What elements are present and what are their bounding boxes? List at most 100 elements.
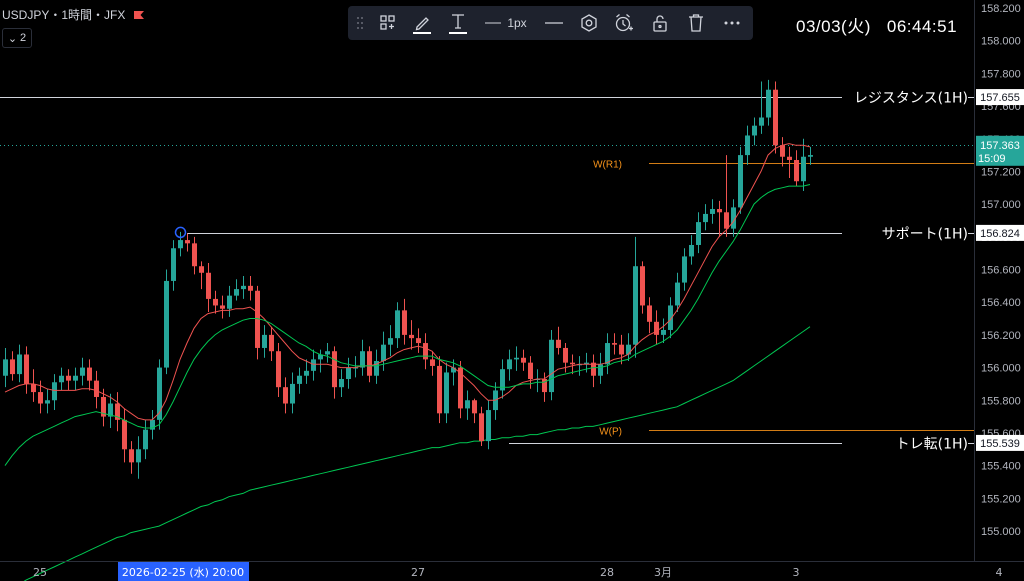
candle-body	[402, 310, 407, 335]
settings-icon[interactable]	[572, 6, 606, 40]
crosshair-time-box	[118, 562, 249, 581]
more-icon[interactable]	[714, 6, 750, 40]
candle-body	[353, 367, 358, 369]
level-price-box	[976, 89, 1024, 106]
anchor-marker	[174, 226, 187, 239]
candle-body	[416, 338, 421, 344]
clock: 03/03(火) 06:44:51	[796, 12, 957, 37]
candle-body	[269, 334, 274, 352]
line-width-control[interactable]: 1px	[476, 6, 536, 40]
candle-body	[759, 117, 764, 126]
candle-body	[73, 375, 78, 381]
time-tick-label: 27	[411, 566, 425, 579]
drag-handle-icon[interactable]	[348, 6, 372, 40]
lock-icon[interactable]	[642, 6, 678, 40]
countdown-label: 15:09	[978, 153, 1006, 165]
candle-body	[122, 419, 127, 450]
candle-body	[619, 344, 624, 355]
price-tick-label: 156.600	[981, 265, 1021, 277]
candle-body	[465, 400, 470, 409]
candle-body	[437, 365, 442, 414]
candle-body	[115, 403, 120, 420]
price-tick-label: 156.400	[981, 297, 1021, 309]
trash-icon[interactable]	[678, 6, 714, 40]
candle-body	[290, 383, 295, 404]
line-width-label: 1px	[507, 16, 527, 30]
text-icon[interactable]	[440, 6, 476, 40]
candle-body	[332, 351, 337, 388]
candle-body	[297, 375, 302, 384]
candle-body	[108, 403, 113, 417]
alert-icon[interactable]	[606, 6, 642, 40]
candle-body	[633, 266, 638, 345]
line-width-icon	[485, 22, 502, 24]
candle-body	[661, 329, 666, 335]
candle-body	[45, 400, 50, 404]
candle-body	[276, 351, 281, 388]
candle-body	[598, 364, 603, 376]
candle-body	[94, 380, 99, 397]
level-price-box	[976, 434, 1024, 451]
ma-mid-line	[4, 184, 811, 466]
candle-body	[59, 375, 64, 383]
candle-body	[724, 212, 729, 229]
candle-body	[605, 343, 610, 365]
candle-body	[87, 367, 92, 381]
candle-body	[262, 334, 267, 348]
price-tick-label: 155.400	[981, 461, 1021, 473]
candle-body	[129, 449, 134, 463]
price-tick-label: 158.200	[981, 3, 1021, 15]
candle-body	[38, 392, 43, 404]
candle-body	[395, 310, 400, 339]
candle-body	[10, 359, 15, 375]
candle-body	[52, 382, 57, 401]
candle-body	[178, 240, 183, 249]
candle-body	[409, 334, 414, 339]
symbol-legend[interactable]: USDJPY・1時間・JFX	[2, 6, 145, 23]
time-tick-label: 3月	[654, 566, 672, 579]
candle-body	[3, 359, 8, 376]
candle-body	[304, 370, 309, 376]
candle-body	[367, 351, 372, 376]
candle-body	[647, 305, 652, 322]
level-label: レジスタンス(1H)	[854, 91, 968, 107]
clock-time: 06:44:51	[886, 17, 958, 36]
add-tool-icon[interactable]	[372, 6, 404, 40]
crosshair-time-label: 2026-02-25 (水) 20:00	[122, 566, 244, 579]
candle-body	[584, 362, 589, 365]
candle-body	[346, 367, 351, 380]
line-style-icon[interactable]	[536, 6, 572, 40]
candle-body	[731, 207, 736, 229]
candle-body	[528, 362, 533, 380]
candle-body	[248, 285, 253, 291]
indicator-count: 2	[20, 32, 27, 44]
candle-body	[255, 290, 260, 348]
ma-long-line	[23, 326, 811, 581]
candle-body	[682, 256, 687, 283]
candle-body	[220, 305, 225, 309]
price-tick-label: 155.000	[981, 526, 1021, 538]
candle-body	[640, 266, 645, 306]
indicator-collapse-button[interactable]: ⌄ 2	[2, 28, 32, 48]
candle-body	[227, 295, 232, 309]
flag-icon[interactable]	[133, 10, 145, 20]
pencil-icon[interactable]	[404, 6, 440, 40]
candle-body	[738, 155, 743, 208]
time-tick-label: 28	[600, 566, 614, 579]
candle-body	[283, 387, 288, 404]
candle-body	[703, 213, 708, 223]
candle-body	[234, 289, 239, 296]
time-tick-label: 25	[33, 566, 47, 579]
candle-body	[570, 362, 575, 365]
candle-body	[157, 367, 162, 420]
candle-body	[626, 344, 631, 355]
level-label: トレ転(1H)	[896, 437, 968, 453]
candle-body	[745, 135, 750, 156]
candle-body	[24, 354, 29, 384]
time-tick-label: 3	[793, 566, 800, 579]
candle-body	[766, 89, 771, 118]
candle-body	[780, 145, 785, 157]
candle-body	[717, 209, 722, 213]
current-price-label: 157.363	[980, 140, 1020, 152]
